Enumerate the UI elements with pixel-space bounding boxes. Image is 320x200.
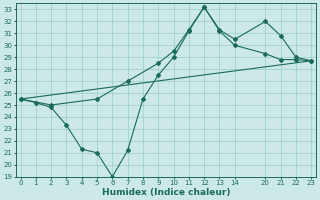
X-axis label: Humidex (Indice chaleur): Humidex (Indice chaleur) (102, 188, 230, 197)
